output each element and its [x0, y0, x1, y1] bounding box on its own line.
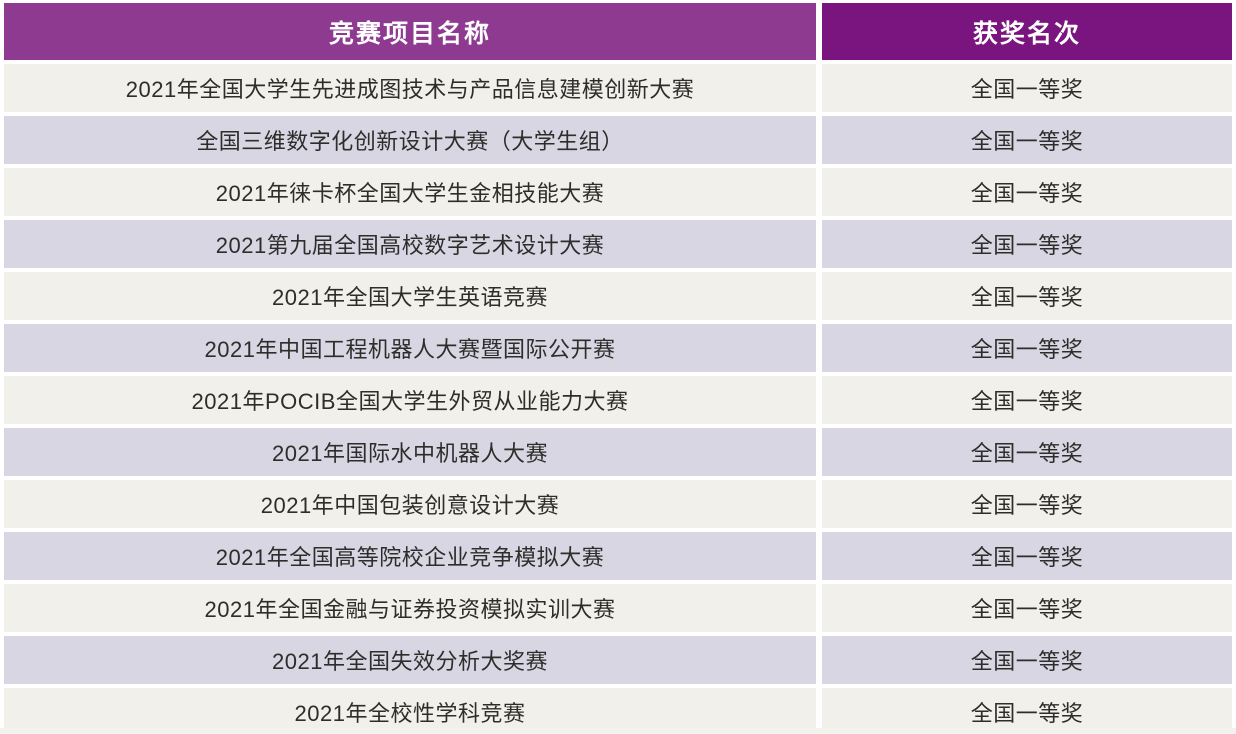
award-rank-cell: 全国一等奖 — [822, 324, 1232, 372]
award-rank-cell: 全国一等奖 — [822, 220, 1232, 268]
table-row: 2021年全国高等院校企业竞争模拟大赛 全国一等奖 — [4, 532, 1232, 580]
competition-name-cell: 2021年全国大学生英语竞赛 — [4, 272, 816, 320]
table-row: 2021第九届全国高校数字艺术设计大赛 全国一等奖 — [4, 220, 1232, 268]
header-award-rank: 获奖名次 — [822, 3, 1232, 60]
table-row: 2021年POCIB全国大学生外贸从业能力大赛 全国一等奖 — [4, 376, 1232, 424]
award-rank-cell: 全国一等奖 — [822, 64, 1232, 112]
competition-name-cell: 全国三维数字化创新设计大赛（大学生组） — [4, 116, 816, 164]
award-rank-cell: 全国一等奖 — [822, 272, 1232, 320]
table-row: 2021年全国失效分析大奖赛 全国一等奖 — [4, 636, 1232, 684]
award-table: 竞赛项目名称 获奖名次 2021年全国大学生先进成图技术与产品信息建模创新大赛 … — [4, 3, 1232, 734]
award-rank-cell: 全国一等奖 — [822, 480, 1232, 528]
table-row: 2021年全校性学科竞赛 全国一等奖 — [4, 688, 1232, 734]
table-row: 2021年全国大学生先进成图技术与产品信息建模创新大赛 全国一等奖 — [4, 64, 1232, 112]
table-row: 2021年国际水中机器人大赛 全国一等奖 — [4, 428, 1232, 476]
competition-name-cell: 2021年全国失效分析大奖赛 — [4, 636, 816, 684]
table-row: 2021年全国大学生英语竞赛 全国一等奖 — [4, 272, 1232, 320]
table-row: 全国三维数字化创新设计大赛（大学生组） 全国一等奖 — [4, 116, 1232, 164]
award-rank-cell: 全国一等奖 — [822, 116, 1232, 164]
table-row: 2021年中国工程机器人大赛暨国际公开赛 全国一等奖 — [4, 324, 1232, 372]
award-rank-cell: 全国一等奖 — [822, 428, 1232, 476]
competition-name-cell: 2021年全国大学生先进成图技术与产品信息建模创新大赛 — [4, 64, 816, 112]
competition-name-cell: 2021年中国工程机器人大赛暨国际公开赛 — [4, 324, 816, 372]
competition-name-cell: 2021年POCIB全国大学生外贸从业能力大赛 — [4, 376, 816, 424]
competition-name-cell: 2021年国际水中机器人大赛 — [4, 428, 816, 476]
award-rank-cell: 全国一等奖 — [822, 376, 1232, 424]
award-rank-cell: 全国一等奖 — [822, 168, 1232, 216]
competition-name-cell: 2021第九届全国高校数字艺术设计大赛 — [4, 220, 816, 268]
table-row: 2021年徕卡杯全国大学生金相技能大赛 全国一等奖 — [4, 168, 1232, 216]
competition-name-cell: 2021年中国包装创意设计大赛 — [4, 480, 816, 528]
bottom-strip — [0, 728, 1236, 734]
competition-name-cell: 2021年全校性学科竞赛 — [4, 688, 816, 734]
header-competition-name: 竞赛项目名称 — [4, 3, 816, 60]
award-rank-cell: 全国一等奖 — [822, 688, 1232, 734]
table-row: 2021年全国金融与证券投资模拟实训大赛 全国一等奖 — [4, 584, 1232, 632]
table-header-row: 竞赛项目名称 获奖名次 — [4, 3, 1232, 60]
competition-name-cell: 2021年徕卡杯全国大学生金相技能大赛 — [4, 168, 816, 216]
table-body: 2021年全国大学生先进成图技术与产品信息建模创新大赛 全国一等奖 全国三维数字… — [4, 64, 1232, 734]
award-rank-cell: 全国一等奖 — [822, 584, 1232, 632]
award-rank-cell: 全国一等奖 — [822, 636, 1232, 684]
table-row: 2021年中国包装创意设计大赛 全国一等奖 — [4, 480, 1232, 528]
award-rank-cell: 全国一等奖 — [822, 532, 1232, 580]
competition-name-cell: 2021年全国高等院校企业竞争模拟大赛 — [4, 532, 816, 580]
competition-name-cell: 2021年全国金融与证券投资模拟实训大赛 — [4, 584, 816, 632]
